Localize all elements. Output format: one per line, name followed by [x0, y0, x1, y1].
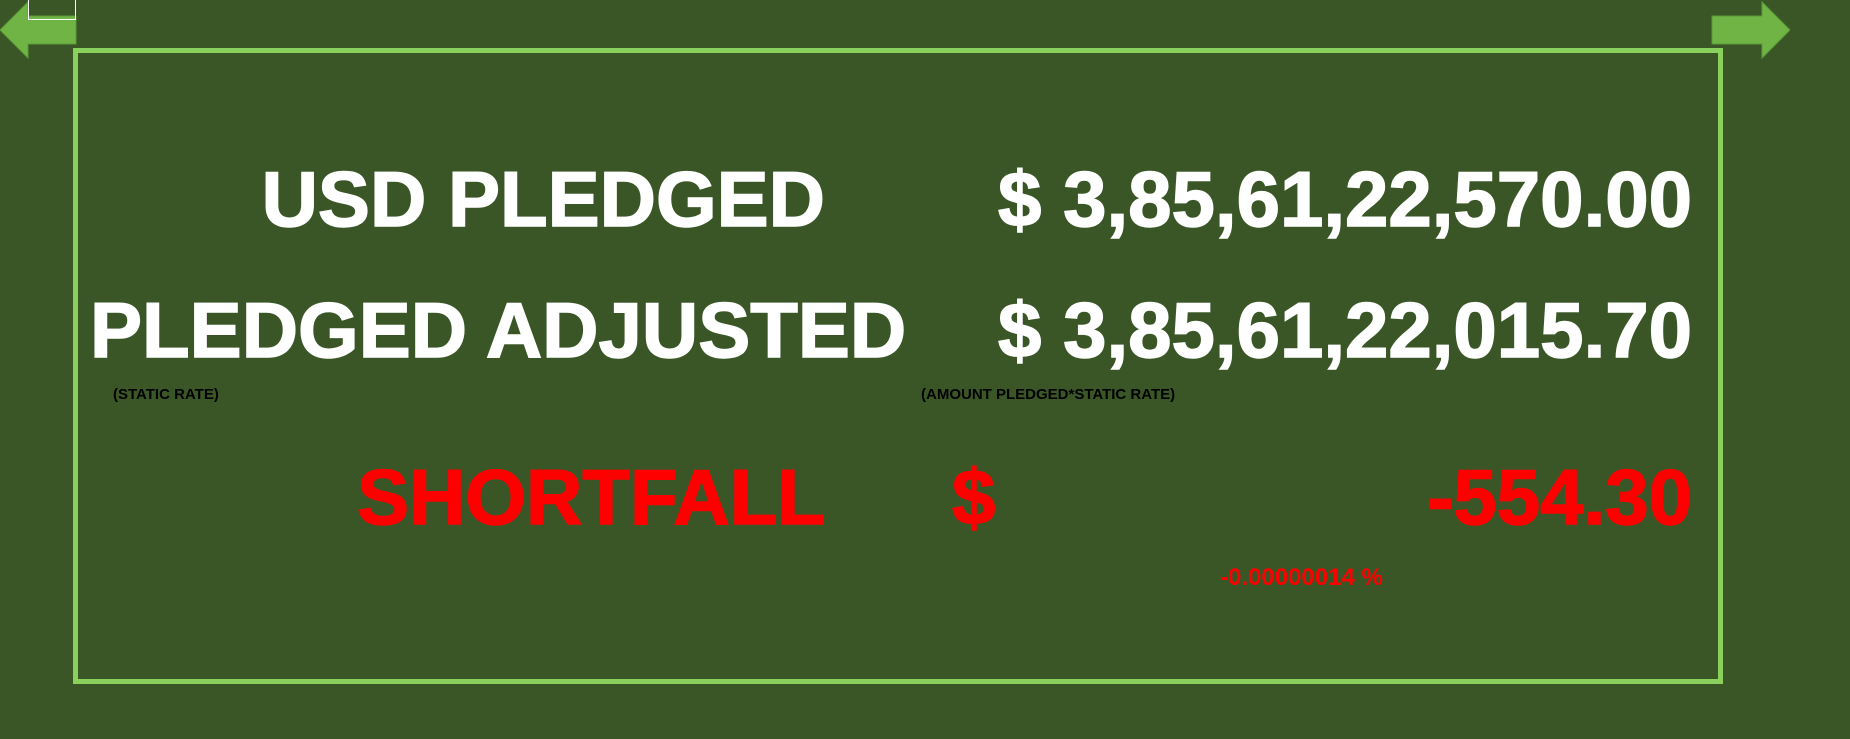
static-rate-note: (STATIC RATE): [113, 386, 219, 403]
selection-outline: [28, 0, 76, 20]
shortfall-label: SHORTFALL: [356, 453, 825, 541]
right-arrow-icon: [1711, 0, 1790, 60]
amount-pledged-note: (AMOUNT PLEDGED*STATIC RATE): [921, 386, 1176, 403]
shortfall-currency: $: [951, 453, 996, 541]
shortfall-percent: -0.00000014 %: [1220, 564, 1383, 591]
pledged-adjusted-value: $ 3,85,61,22,015.70: [997, 286, 1692, 374]
pledged-adjusted-label: PLEDGED ADJUSTED: [89, 286, 907, 374]
shortfall-amount: -554.30: [1427, 453, 1693, 541]
usd-pledged-label: USD PLEDGED: [261, 155, 826, 243]
forward-arrow-button[interactable]: [1710, 0, 1790, 62]
usd-pledged-value: $ 3,85,61,22,570.00: [997, 155, 1692, 243]
summary-frame: [73, 48, 1723, 684]
